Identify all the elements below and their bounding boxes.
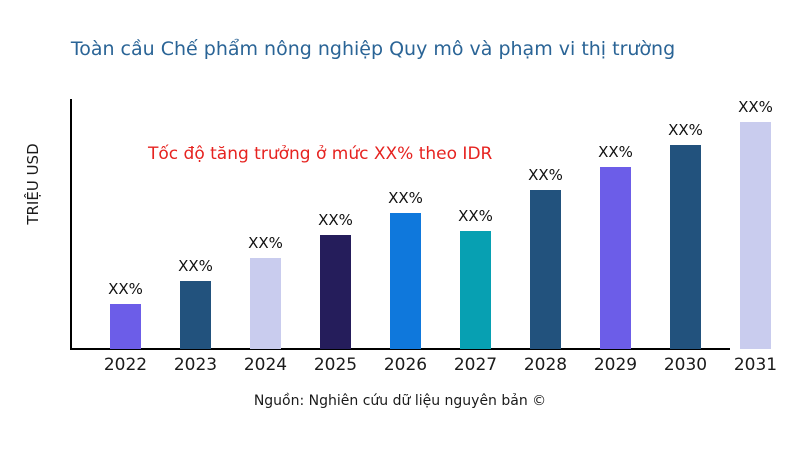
x-tick-label-2026: 2026 bbox=[383, 355, 428, 375]
x-tick-label-2023: 2023 bbox=[173, 355, 218, 375]
bar-value-label-2027: XX% bbox=[458, 207, 493, 225]
bar-value-label-2030: XX% bbox=[668, 121, 703, 139]
bar-value-label-2026: XX% bbox=[388, 189, 423, 207]
x-tick-label-2022: 2022 bbox=[103, 355, 148, 375]
bar-2024 bbox=[250, 258, 281, 349]
bar-value-label-2025: XX% bbox=[318, 211, 353, 229]
bar-value-label-2031: XX% bbox=[738, 98, 773, 116]
x-tick-label-2027: 2027 bbox=[453, 355, 498, 375]
x-tick-label-2031: 2031 bbox=[733, 355, 778, 375]
bar-2030 bbox=[670, 145, 701, 349]
bar-value-label-2029: XX% bbox=[598, 143, 633, 161]
x-axis-line bbox=[70, 348, 730, 350]
bar-value-label-2024: XX% bbox=[248, 234, 283, 252]
bar-value-label-2028: XX% bbox=[528, 166, 563, 184]
growth-rate-annotation: Tốc độ tăng trưởng ở mức XX% theo IDR bbox=[148, 144, 493, 164]
bar-value-label-2023: XX% bbox=[178, 257, 213, 275]
chart-title: Toàn cầu Chế phẩm nông nghiệp Quy mô và … bbox=[70, 38, 676, 60]
x-tick-label-2030: 2030 bbox=[663, 355, 708, 375]
bar-2031 bbox=[740, 122, 771, 349]
bar-2022 bbox=[110, 304, 141, 349]
bar-2029 bbox=[600, 167, 631, 349]
x-tick-label-2029: 2029 bbox=[593, 355, 638, 375]
bar-2027 bbox=[460, 231, 491, 349]
source-attribution: Nguồn: Nghiên cứu dữ liệu nguyên bản © bbox=[253, 393, 547, 409]
x-tick-label-2024: 2024 bbox=[243, 355, 288, 375]
bar-2023 bbox=[180, 281, 211, 349]
bar-2025 bbox=[320, 235, 351, 349]
bar-2026 bbox=[390, 213, 421, 349]
x-tick-label-2028: 2028 bbox=[523, 355, 568, 375]
y-axis-line bbox=[70, 99, 72, 349]
x-tick-label-2025: 2025 bbox=[313, 355, 358, 375]
bar-2028 bbox=[530, 190, 561, 349]
bar-value-label-2022: XX% bbox=[108, 280, 143, 298]
y-axis-label: TRIỆU USD bbox=[24, 143, 42, 225]
